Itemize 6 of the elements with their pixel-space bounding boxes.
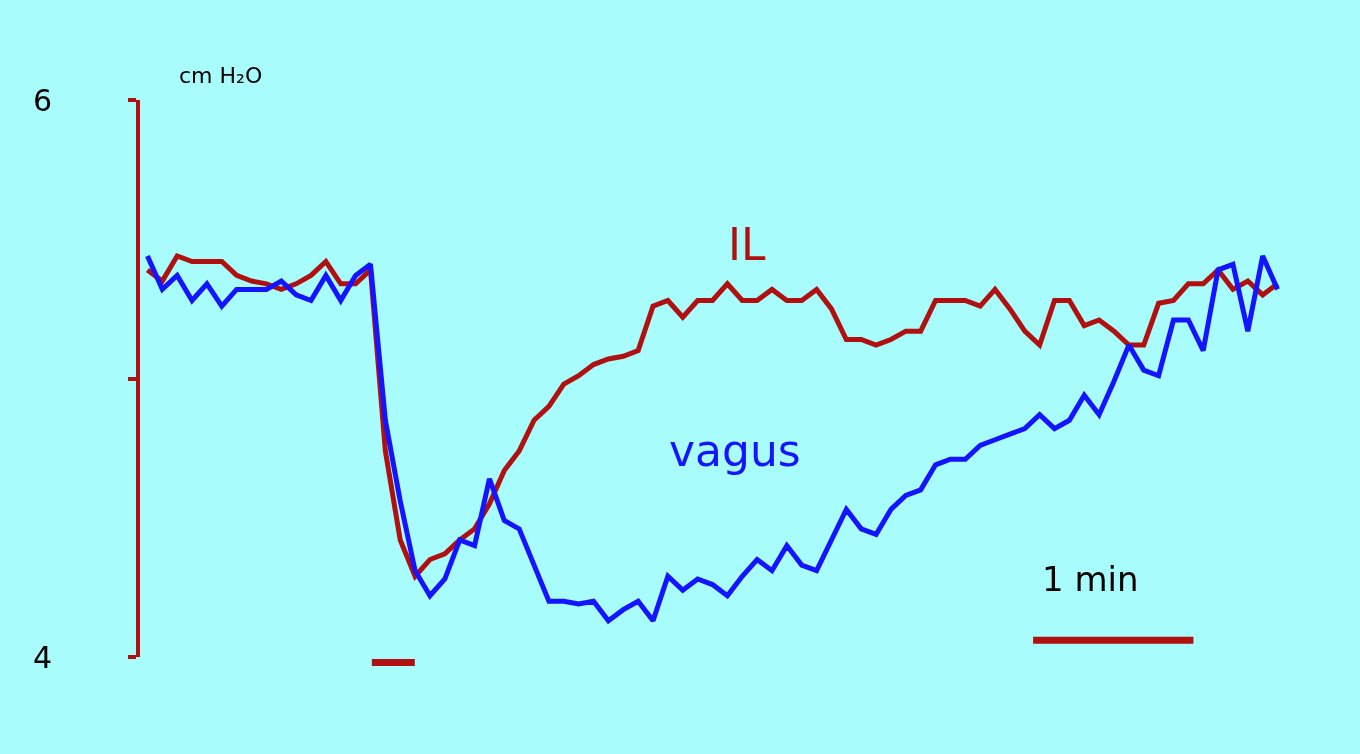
y-tick-label: 4 xyxy=(32,639,52,675)
series-label: IL xyxy=(728,219,766,270)
y-axis-title: cm H₂O xyxy=(179,63,263,88)
annotation: 1 min xyxy=(1042,559,1139,599)
y-tick-label: 6 xyxy=(32,82,52,118)
series-label: vagus xyxy=(669,425,801,476)
